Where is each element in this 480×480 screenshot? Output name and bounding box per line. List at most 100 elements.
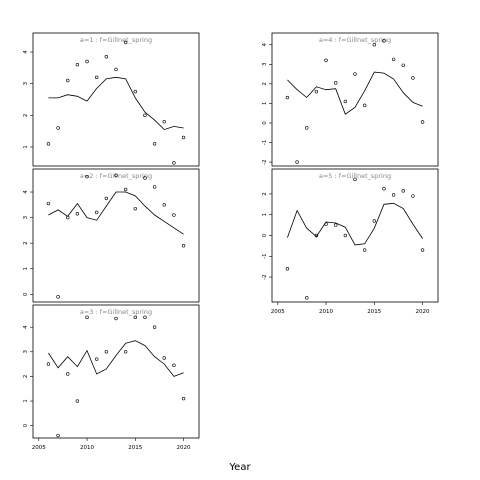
y-tick-label: 4 bbox=[23, 190, 29, 194]
observed-point bbox=[46, 362, 51, 366]
observed-point bbox=[362, 103, 367, 108]
observed-point bbox=[333, 223, 338, 227]
y-tick-label: 1 bbox=[262, 213, 268, 217]
x-tick-label: 2020 bbox=[416, 309, 430, 315]
panel-frame bbox=[271, 32, 439, 167]
y-tick-label: 4 bbox=[23, 50, 29, 54]
y-tick-label: 3 bbox=[23, 81, 29, 85]
observed-point bbox=[420, 120, 425, 124]
observed-point bbox=[85, 59, 89, 64]
panel-frame bbox=[271, 168, 439, 303]
panel-title: a=4 : f=Gillnet_spring bbox=[319, 36, 391, 44]
observed-point bbox=[152, 185, 157, 189]
observed-point bbox=[401, 189, 405, 193]
x-tick-label: 2005 bbox=[271, 309, 285, 315]
observed-point bbox=[172, 213, 176, 217]
observed-point bbox=[85, 174, 89, 179]
y-tick-label: 2 bbox=[262, 82, 268, 86]
fitted-line bbox=[48, 76, 184, 131]
observed-point bbox=[133, 89, 138, 94]
observed-point bbox=[133, 315, 138, 320]
observed-point bbox=[353, 177, 357, 182]
observed-point bbox=[420, 248, 425, 252]
observed-point bbox=[285, 267, 290, 271]
x-tick-label: 2015 bbox=[128, 445, 142, 451]
y-tick-label: 1 bbox=[23, 399, 29, 403]
observed-point bbox=[152, 142, 157, 146]
panel-title: a=3 : f=Gillnet_spring bbox=[80, 308, 152, 316]
y-tick-label: 4 bbox=[23, 325, 29, 329]
y-tick-label: 3 bbox=[262, 62, 268, 66]
observed-point bbox=[181, 244, 186, 248]
x-tick-label: 2005 bbox=[32, 445, 46, 451]
observed-point bbox=[162, 203, 166, 207]
panel-frame bbox=[32, 32, 200, 167]
observed-point bbox=[143, 315, 147, 320]
observed-point bbox=[56, 126, 60, 130]
y-tick-label: -2 bbox=[262, 159, 268, 164]
y-tick-label: 2 bbox=[23, 375, 29, 379]
y-tick-label: 2 bbox=[262, 192, 268, 196]
observed-point bbox=[123, 187, 128, 192]
observed-point bbox=[343, 233, 348, 238]
x-tick-label: 2010 bbox=[319, 309, 333, 315]
panel-3: a=3 : f=Gillnet_spring 0 1 2 3 4 2005 2010 2015 2… bbox=[23, 304, 200, 451]
x-tick-label: 2020 bbox=[177, 445, 191, 451]
observed-point bbox=[104, 196, 109, 201]
panel-frame bbox=[32, 304, 200, 439]
observed-point bbox=[324, 222, 328, 226]
observed-point bbox=[382, 39, 386, 43]
panel-1: a=1 : f=Gillnet_spring 1 2 3 4 bbox=[23, 32, 200, 167]
observed-point bbox=[123, 40, 128, 45]
panel-title: a=1 : f=Gillnet_spring bbox=[80, 36, 152, 44]
observed-point bbox=[172, 363, 176, 368]
y-tick-label: 3 bbox=[23, 350, 29, 354]
observed-point bbox=[75, 212, 80, 216]
observed-point bbox=[75, 62, 80, 67]
y-tick-label: 0 bbox=[262, 233, 268, 237]
observed-point bbox=[285, 95, 290, 100]
observed-point bbox=[94, 210, 99, 215]
observed-point bbox=[181, 135, 186, 140]
y-tick-label: 2 bbox=[23, 114, 29, 118]
observed-point bbox=[66, 78, 70, 83]
observed-point bbox=[143, 113, 147, 118]
observed-point bbox=[401, 63, 405, 67]
panel-frame bbox=[32, 168, 200, 303]
observed-point bbox=[114, 67, 118, 72]
observed-point bbox=[85, 315, 89, 320]
observed-point bbox=[362, 248, 367, 252]
observed-point bbox=[114, 173, 118, 178]
panel-5: a=5 : f=Gillnet_spring -2 -1 0 1 2 2005 2010 201… bbox=[262, 168, 439, 315]
y-tick-label: 4 bbox=[262, 42, 268, 46]
observed-point bbox=[172, 161, 176, 165]
observed-point bbox=[75, 399, 80, 403]
observed-point bbox=[333, 81, 338, 85]
x-axis-label: Year bbox=[228, 462, 251, 473]
y-tick-label: 3 bbox=[23, 215, 29, 219]
fitted-line bbox=[48, 191, 184, 235]
panel-title: a=5 : f=Gillnet_spring bbox=[319, 172, 391, 180]
observed-point bbox=[295, 160, 299, 164]
observed-point bbox=[56, 433, 60, 438]
observed-point bbox=[114, 316, 118, 321]
observed-point bbox=[104, 350, 109, 354]
y-tick-label: 1 bbox=[23, 145, 29, 149]
observed-point bbox=[411, 76, 415, 80]
observed-point bbox=[152, 325, 157, 329]
fitted-line bbox=[287, 71, 423, 115]
panel-2: a=2 : f=Gillnet_spring 0 1 2 3 4 bbox=[23, 168, 200, 303]
panel-title: a=2 : f=Gillnet_spring bbox=[80, 172, 152, 180]
y-tick-label: -1 bbox=[262, 140, 268, 145]
observed-point bbox=[181, 396, 186, 401]
observed-point bbox=[314, 89, 319, 94]
x-tick-label: 2015 bbox=[367, 309, 381, 315]
observed-point bbox=[46, 142, 51, 146]
x-tick-label: 2010 bbox=[80, 445, 94, 451]
fitted-line bbox=[48, 340, 184, 377]
observed-point bbox=[391, 193, 396, 197]
observed-point bbox=[391, 57, 396, 62]
y-tick-label: 1 bbox=[262, 102, 268, 106]
y-tick-label: 0 bbox=[262, 121, 268, 125]
